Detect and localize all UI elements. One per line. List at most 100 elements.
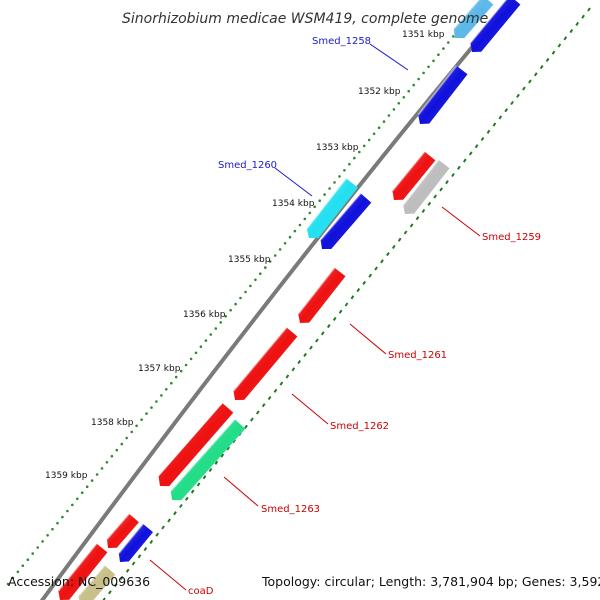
leader-line-smed-1262 xyxy=(291,393,329,425)
feature-dot xyxy=(285,374,290,379)
scale-dot xyxy=(273,254,277,257)
feature-dot xyxy=(539,65,544,70)
scale-dot xyxy=(358,150,361,154)
scale-dot xyxy=(437,53,440,56)
feature-dot xyxy=(415,216,420,221)
accession-text: Accession: NC_009636 xyxy=(8,574,151,589)
scale-dot xyxy=(16,570,20,574)
feature-dot xyxy=(131,561,136,566)
gene-feature-coad-blue[interactable] xyxy=(118,523,153,562)
feature-dot xyxy=(113,583,118,588)
scale-dots-inner xyxy=(102,7,591,600)
gene-feature-coad-red-1[interactable] xyxy=(106,513,139,548)
gene-label-smed-1261[interactable]: Smed_1261 xyxy=(388,350,447,361)
gene-feature-smed-1263-red-long[interactable] xyxy=(158,403,234,487)
gene-feature-smed-1259-grey[interactable] xyxy=(402,159,450,214)
gene-feature-smed-1258-blue-2[interactable] xyxy=(417,65,468,124)
scale-dot xyxy=(90,479,94,482)
tick-label-1354: 1354 kbp xyxy=(272,199,315,209)
feature-dot xyxy=(421,208,426,214)
scale-dot xyxy=(264,266,267,269)
gene-label-smed-1259[interactable]: Smed_1259 xyxy=(482,232,541,243)
gene-label-smed-1260[interactable]: Smed_1260 xyxy=(218,160,277,171)
scale-dot xyxy=(100,467,104,470)
gene-feature-smed-1261-red[interactable] xyxy=(297,267,346,323)
gene-feature-bottom-khaki[interactable] xyxy=(77,564,116,600)
feature-dot xyxy=(557,43,562,48)
feature-dot xyxy=(344,302,349,307)
gene-feature-smed-1263-green[interactable] xyxy=(170,418,246,501)
feature-dot xyxy=(326,324,331,329)
scale-dot xyxy=(160,394,163,397)
scale-dot xyxy=(135,424,138,428)
scale-dot xyxy=(254,278,257,282)
scale-dot xyxy=(348,162,351,166)
feature-dot xyxy=(309,345,313,350)
scale-dot xyxy=(293,229,297,233)
scale-dot xyxy=(288,235,292,239)
feature-dot xyxy=(551,50,556,55)
feature-dot xyxy=(563,36,568,41)
scale-dot xyxy=(110,454,114,458)
feature-dot xyxy=(315,338,319,343)
gene-feature-smed-1260-blue[interactable] xyxy=(319,192,372,249)
feature-dot xyxy=(179,503,183,509)
tick-label-1358: 1358 kbp xyxy=(91,418,134,428)
gene-feature-top-light-blue[interactable] xyxy=(452,0,494,39)
feature-dot xyxy=(214,460,219,465)
feature-dot xyxy=(533,72,538,77)
feature-dot xyxy=(332,316,337,321)
scale-dot xyxy=(6,582,10,586)
scale-dot xyxy=(402,96,406,99)
scale-dot xyxy=(95,473,99,476)
gene-feature-smed-1260-cyan[interactable] xyxy=(306,177,358,238)
gene-label-smed-1258[interactable]: Smed_1258 xyxy=(312,36,371,47)
scale-dot xyxy=(76,497,79,501)
feature-dot xyxy=(273,388,278,393)
feature-dot xyxy=(522,86,526,91)
scale-dot xyxy=(362,144,366,148)
scale-dot xyxy=(150,406,153,409)
feature-dot xyxy=(427,201,432,206)
gene-feature-smed-1261-red-2[interactable] xyxy=(232,326,298,401)
gene-label-smed-1262[interactable]: Smed_1262 xyxy=(330,421,389,432)
tick-label-1355: 1355 kbp xyxy=(228,255,271,265)
feature-dot xyxy=(575,21,580,26)
scale-dot xyxy=(407,89,411,93)
scale-dot xyxy=(417,77,420,81)
feature-dot xyxy=(303,352,307,357)
scale-dot xyxy=(105,461,109,464)
feature-dot xyxy=(155,532,160,537)
feature-dot xyxy=(149,539,154,544)
feature-dot xyxy=(492,122,497,127)
scale-dot xyxy=(204,339,208,342)
feature-dot xyxy=(362,280,367,285)
scale-dot xyxy=(372,132,376,136)
feature-dot xyxy=(297,360,302,365)
feature-dot xyxy=(439,187,443,192)
feature-dot xyxy=(267,395,272,401)
scale-dot xyxy=(219,321,222,324)
scale-dot xyxy=(170,381,173,385)
tick-label-1359: 1359 kbp xyxy=(45,471,88,481)
scale-dot xyxy=(392,108,396,111)
scale-dot xyxy=(303,217,307,221)
feature-dot xyxy=(161,525,165,530)
scale-dot xyxy=(323,193,326,196)
feature-dot xyxy=(125,568,130,573)
gene-feature-smed-1259-red[interactable] xyxy=(391,150,436,200)
feature-dot xyxy=(250,417,254,422)
scale-dot xyxy=(85,485,89,489)
gene-feature-smed-1258-blue[interactable] xyxy=(469,0,521,52)
scale-dot xyxy=(308,211,312,215)
gene-label-coad[interactable]: coaD xyxy=(188,586,214,597)
scale-dot xyxy=(412,83,416,87)
gene-feature-coad-red-2[interactable] xyxy=(57,542,108,600)
gene-label-smed-1263[interactable]: Smed_1263 xyxy=(261,504,320,515)
leader-line-smed-1260 xyxy=(274,167,313,197)
scale-dot xyxy=(51,527,54,531)
scale-dot xyxy=(11,576,15,580)
scale-dot xyxy=(61,515,64,519)
scale-dot xyxy=(353,156,356,160)
